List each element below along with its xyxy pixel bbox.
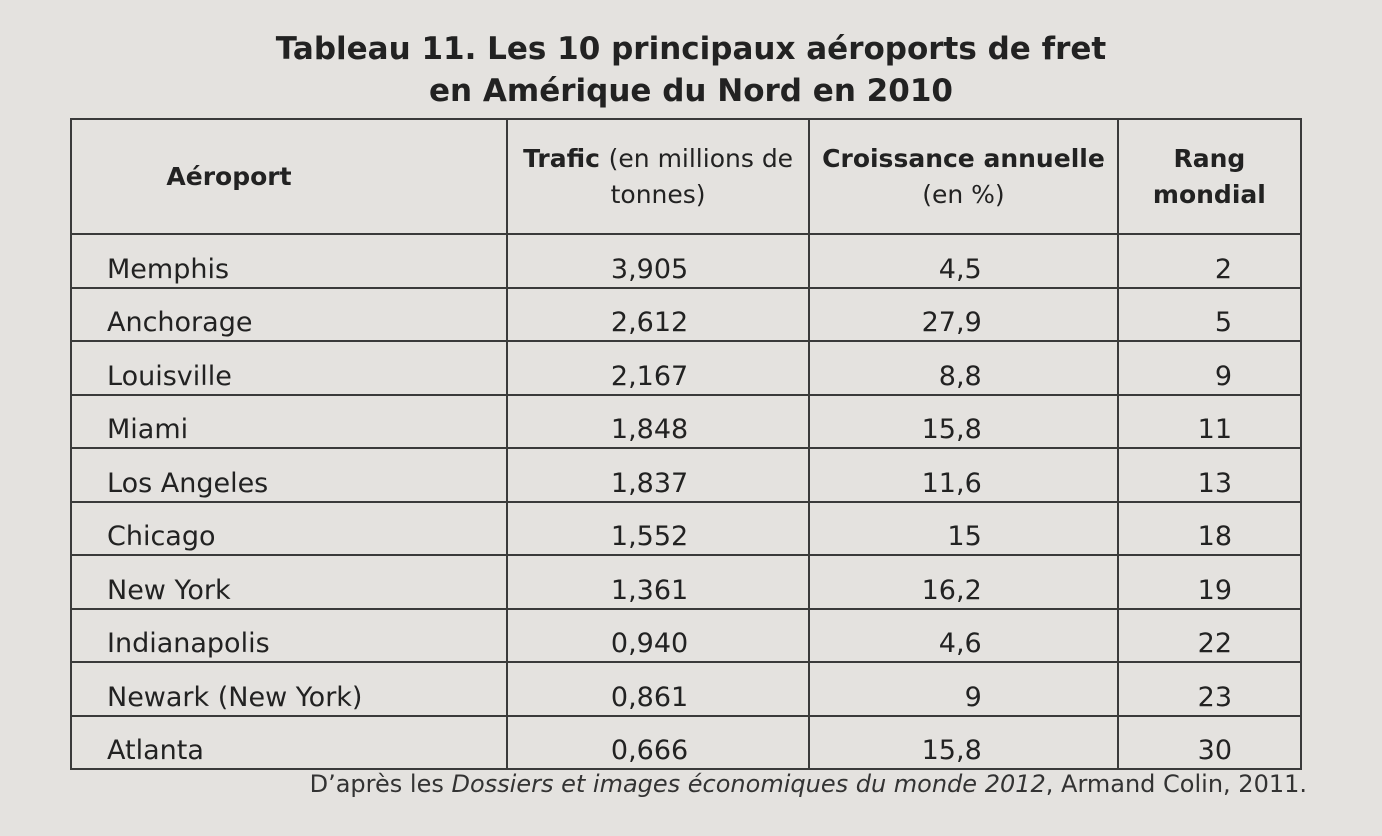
table-row: Indianapolis 0,940 4,6 22 [70,607,1303,663]
table-cell: 5 [1116,286,1303,342]
table-cell: Indianapolis [70,607,508,663]
title: Tableau 11. Les 10 principaux aéroports … [0,28,1382,112]
table-cell: Chicago [70,500,508,556]
table-cell: 15 [808,500,1119,556]
table-cell: Louisville [70,340,508,396]
table-cell: 1,361 [505,554,811,610]
header-label: Aéroport [166,161,292,191]
table-cell: Memphis [70,233,508,289]
table-cell: 11,6 [808,447,1119,503]
table-cell: 0,940 [505,607,811,663]
table-cell: 1,837 [505,447,811,503]
table-row: Anchorage 2,612 27,9 5 [70,286,1303,342]
table-cell: 15,8 [808,714,1119,770]
table-cell: 22 [1116,607,1303,663]
table-row: Los Angeles 1,837 11,6 13 [70,447,1303,503]
header-label: Rang mondial [1152,143,1266,209]
table-cell: 2,167 [505,340,811,396]
table-row: Memphis 3,905 4,5 2 [70,233,1303,289]
source-text: , Armand Colin, 2011. [1045,770,1307,798]
table: Aéroport Trafic (en millions de tonnes) Cr… [70,118,1303,770]
table-header: Aéroport Trafic (en millions de tonnes) Cr… [70,118,1303,235]
table-cell: 19 [1116,554,1303,610]
table-cell: Los Angeles [70,447,508,503]
header-unit: (en %) [922,179,1005,209]
source-title: Dossiers et images économiques du monde … [451,770,1046,798]
table-cell: 4,5 [808,233,1119,289]
table-cell: 1,848 [505,393,811,449]
table-row: New York 1,361 16,2 19 [70,554,1303,610]
table-cell: 0,666 [505,714,811,770]
table-cell: 18 [1116,500,1303,556]
table-row: Atlanta 0,666 15,8 30 [70,714,1303,770]
table-cell: 4,6 [808,607,1119,663]
table-cell: 8,8 [808,340,1119,396]
table-cell: 1,552 [505,500,811,556]
header-row: Aéroport Trafic (en millions de tonnes) Cr… [70,118,1303,235]
table-cell: New York [70,554,508,610]
table-cell: 9 [1116,340,1303,396]
table-cell: 2,612 [505,286,811,342]
table-cell: 2 [1116,233,1303,289]
table-row: Chicago 1,552 15 18 [70,500,1303,556]
header-cell: Aéroport [70,118,508,235]
source-text: D’après les [309,770,444,798]
table-cell: 30 [1116,714,1303,770]
table-cell: 15,8 [808,393,1119,449]
table-cell: Atlanta [70,714,508,770]
header-label: Croissance annuelle [822,143,1105,173]
table-cell: 13 [1116,447,1303,503]
table-cell: 9 [808,661,1119,717]
table-cell: 27,9 [808,286,1119,342]
title-line: en Amérique du Nord en 2010 [429,73,953,109]
table-cell: Miami [70,393,508,449]
header-label: Trafic [523,143,600,173]
title-line: Tableau 11. Les 10 principaux aéroports … [275,31,1107,67]
table-cell: Anchorage [70,286,508,342]
table-cell: 3,905 [505,233,811,289]
table-row: Louisville 2,167 8,8 9 [70,340,1303,396]
source: D’après les Dossiers et images économiqu… [310,770,1307,798]
table-row: Miami 1,848 15,8 11 [70,393,1303,449]
table-cell: 11 [1116,393,1303,449]
table-cell: 23 [1116,661,1303,717]
header-unit: (en millions de tonnes) [608,143,794,209]
table-cell: 16,2 [808,554,1119,610]
table-cell: Newark (New York) [70,661,508,717]
header-cell: Rang mondial [1116,118,1303,235]
header-cell: Croissance annuelle (en %) [808,118,1119,235]
table-body: Memphis 3,905 4,5 2 Anchorage 2,612 27,9 5 Louis… [70,233,1303,770]
table-cell: 0,861 [505,661,811,717]
table-row: Newark (New York) 0,861 9 23 [70,661,1303,717]
header-cell: Trafic (en millions de tonnes) [505,118,811,235]
